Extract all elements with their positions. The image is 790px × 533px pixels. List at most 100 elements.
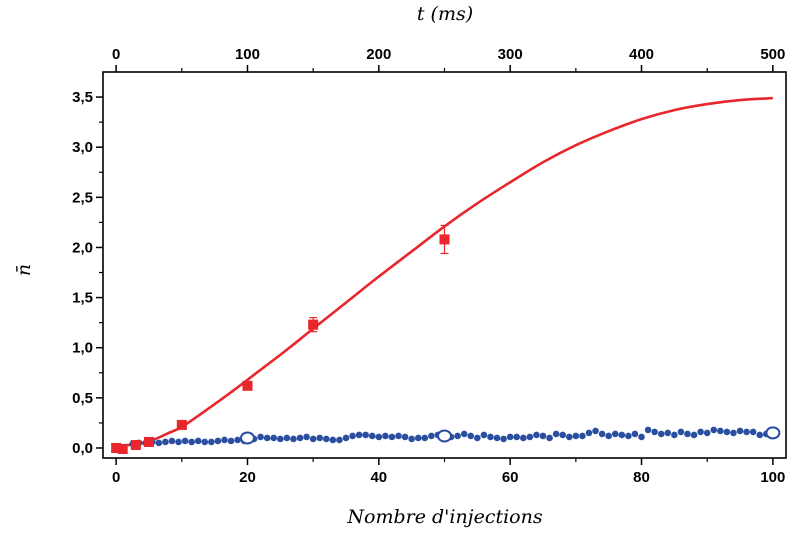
blue-dot-point [611, 430, 619, 438]
blue-dot-point [697, 428, 704, 436]
blue-dot-point [355, 431, 363, 439]
blue-dot-point [690, 431, 698, 439]
blue-dot-point [214, 437, 222, 445]
blue-dot-point [309, 435, 317, 443]
blue-dot-point [736, 427, 744, 435]
blue-dot-point [749, 428, 757, 436]
x2-tick-label: 500 [760, 46, 785, 63]
blue-dot-point [723, 428, 731, 436]
fit-curve-line [116, 96, 773, 448]
x-axis-title: Nombre d'injections [346, 506, 542, 528]
y-tick-label: 1,0 [72, 340, 93, 357]
blue-dot-point [493, 434, 501, 442]
blue-dot-point [618, 431, 626, 439]
blue-dot-point [290, 435, 297, 443]
blue-dot-point [428, 432, 435, 440]
x-tick-label: 20 [239, 469, 256, 486]
blue-dot-point [303, 433, 310, 441]
blue-dot-point [703, 429, 711, 437]
blue-dot-point [162, 438, 169, 446]
blue-dot-point [717, 427, 724, 435]
blue-dot-point [362, 431, 369, 439]
blue-dot-point [467, 432, 475, 440]
blue-dot-point [559, 431, 567, 439]
blue-dot-point [270, 434, 278, 442]
y-tick-label: 0,5 [72, 390, 93, 407]
blue-dot-point [651, 428, 658, 436]
blue-dot-point [382, 432, 389, 440]
x-tick-label: 0 [112, 469, 120, 486]
blue-dot-point [526, 433, 534, 441]
blue-dot-point [487, 433, 494, 441]
blue-dot-point [368, 432, 376, 440]
blue-dot-point [168, 437, 176, 445]
blue-dot-point [322, 435, 330, 443]
blue-dot-point [296, 434, 304, 442]
y-tick-label: 2,0 [72, 239, 93, 256]
blue-dot-point [572, 432, 580, 440]
red-square-point [439, 234, 450, 245]
blue-dot-point [585, 429, 593, 437]
blue-dot-point [579, 432, 586, 440]
blue-dot-point [188, 438, 195, 446]
blue-dot-point [506, 433, 514, 441]
blue-dot-point [401, 433, 409, 441]
top-axis-title: t (ms) [417, 3, 473, 25]
blue-dot-point [500, 435, 507, 443]
blue-dot-point [474, 434, 481, 442]
red-series-layer [111, 224, 450, 454]
blue-dot-point [227, 437, 235, 445]
plot-border [102, 71, 787, 459]
blue-open-circle-point [765, 426, 781, 440]
blue-dot-point [208, 438, 215, 446]
blue-dot-point [671, 431, 678, 439]
fit-curve-layer [116, 96, 773, 448]
blue-dot-point [395, 432, 402, 440]
blue-dot-point [408, 435, 415, 443]
blue-dot-point [336, 436, 343, 444]
x2-tick-label: 300 [498, 46, 523, 63]
y-axis-title: n̄ [13, 264, 35, 276]
blue-dot-point [316, 434, 324, 442]
blue-dot-point [329, 436, 337, 444]
blue-dot-point [677, 428, 685, 436]
red-square-point [176, 419, 187, 430]
blue-dot-point [421, 434, 429, 442]
blue-dot-point [598, 430, 606, 438]
x2-tick-label: 400 [629, 46, 654, 63]
red-square-point [242, 380, 253, 391]
blue-series-layer [129, 426, 781, 448]
blue-dot-point [283, 434, 291, 442]
x-tick-label: 60 [502, 469, 519, 486]
blue-dot-point [546, 434, 553, 442]
blue-dot-point [454, 432, 461, 440]
blue-dot-point [631, 430, 639, 438]
y-tick-label: 3,0 [72, 139, 93, 156]
blue-dot-point [605, 432, 612, 440]
x-tick-label: 40 [370, 469, 387, 486]
blue-dot-point [565, 433, 573, 441]
blue-dot-point [625, 432, 632, 440]
blue-dot-point [257, 433, 264, 441]
blue-dot-point [221, 436, 228, 444]
y-tick-label: 3,5 [72, 89, 93, 106]
x-tick-label: 100 [760, 469, 785, 486]
blue-dot-point [710, 426, 718, 434]
y-tick-label: 2,5 [72, 189, 93, 206]
red-square-point [308, 319, 319, 330]
blue-dot-point [520, 434, 527, 442]
red-square-point [143, 436, 154, 447]
blue-dot-point [277, 435, 284, 443]
blue-dot-point [513, 433, 521, 441]
red-square-point [117, 443, 128, 454]
blue-dot-point [684, 430, 691, 438]
x2-tick-label: 0 [112, 46, 120, 63]
blue-dot-point [730, 429, 737, 437]
blue-dot-point [657, 430, 665, 438]
blue-dot-point [201, 438, 209, 446]
blue-dot-point [644, 426, 652, 434]
blue-dot-point [342, 434, 350, 442]
x2-tick-label: 200 [366, 46, 391, 63]
blue-dot-point [155, 439, 163, 447]
axis-ticks [96, 65, 774, 465]
